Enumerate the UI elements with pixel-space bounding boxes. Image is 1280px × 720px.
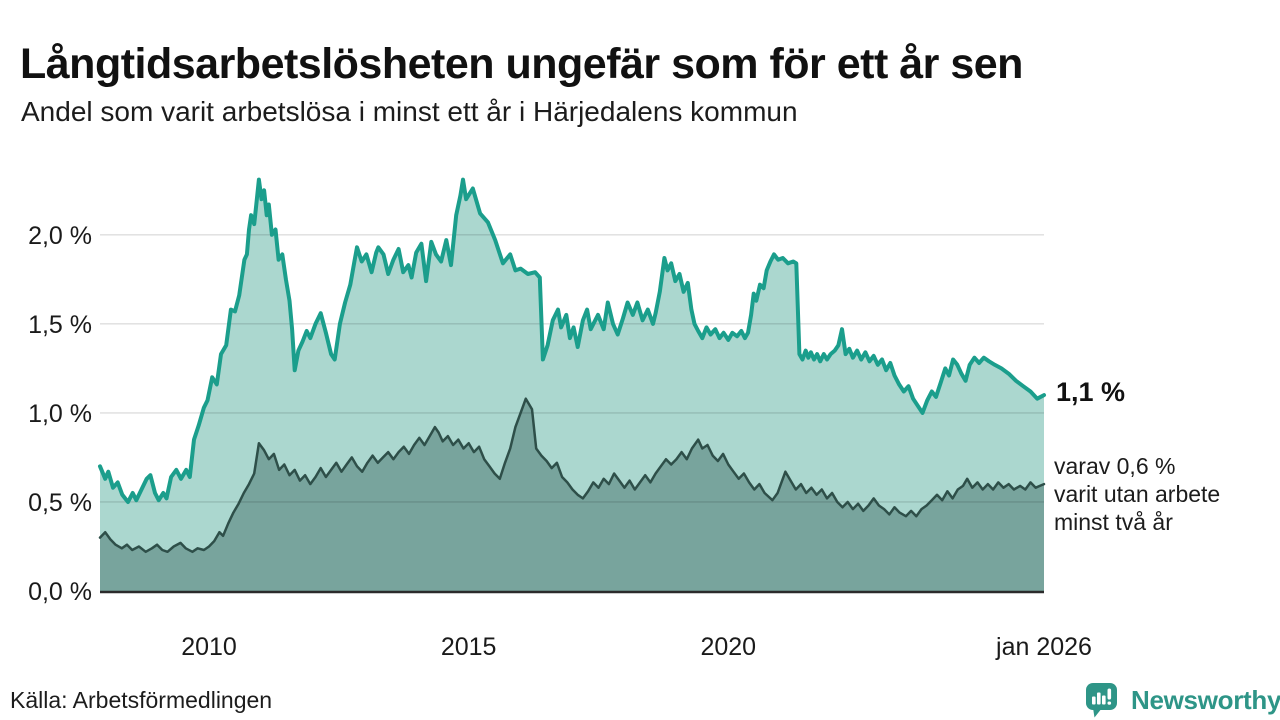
page-title: Långtidsarbetslösheten ungefär som för e…: [20, 39, 1023, 88]
chart-subtitle: Andel som varit arbetslösa i minst ett å…: [21, 96, 798, 127]
y-axis-label: 0,5 %: [28, 489, 92, 517]
annotation-line: minst två år: [1054, 509, 1173, 535]
newsworthy-logo[interactable]: Newsworthy: [1084, 681, 1280, 719]
x-axis-label: 2015: [441, 633, 497, 661]
source-attribution: Källa: Arbetsförmedlingen: [10, 687, 273, 713]
annotation-line: varav 0,6 %: [1054, 453, 1176, 479]
latest-value-label: 1,1 %: [1056, 377, 1126, 407]
y-axis-label: 0,0 %: [28, 578, 92, 606]
x-axis-label: 2020: [700, 633, 756, 661]
line-series-1: [98, 397, 1046, 554]
x-axis-label: 2010: [181, 633, 237, 661]
newsworthy-wordmark: Newsworthy: [1131, 684, 1280, 715]
newsworthy-logo-icon: [1086, 683, 1117, 718]
x-axis-label: jan 2026: [995, 633, 1092, 661]
secondary-value-annotation: varav 0,6 % varit utan arbete minst två …: [1054, 452, 1220, 536]
y-axis-label: 1,0 %: [28, 400, 92, 428]
annotation-line: varit utan arbete: [1054, 481, 1221, 507]
y-axis-label: 2,0 %: [28, 222, 92, 250]
area-fill-series-1: [100, 398, 1044, 592]
y-axis-label: 1,5 %: [28, 311, 92, 339]
line-series-0: [98, 177, 1046, 504]
